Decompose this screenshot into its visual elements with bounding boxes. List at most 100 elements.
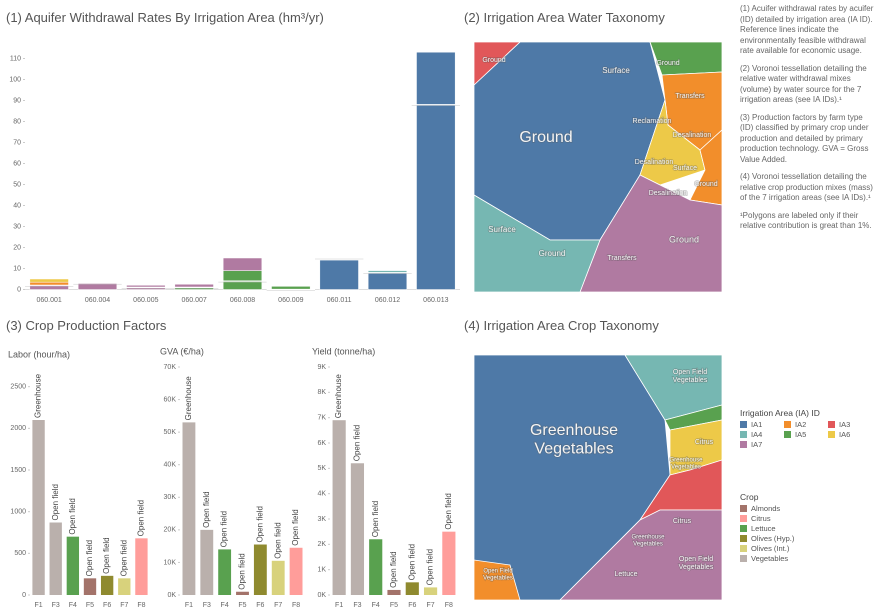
voronoi-label: Citrus — [673, 518, 692, 525]
bar-label: Open field — [389, 551, 398, 587]
legend-label: Vegetables — [751, 554, 789, 563]
note: (4) Voronoi tessellation detailing the r… — [740, 172, 873, 202]
bar-label: Open field — [255, 506, 264, 542]
bar-label: Open field — [202, 491, 211, 527]
bar — [200, 529, 214, 595]
legend-title: Irrigation Area (IA) ID — [740, 408, 820, 418]
legend-swatch — [828, 421, 835, 428]
legend-item: IA1 — [740, 420, 784, 430]
legend-title: Crop — [740, 492, 759, 502]
x-tick-label: F8 — [292, 602, 300, 609]
bar — [49, 522, 62, 595]
x-tick-label: F1 — [185, 602, 193, 609]
y-tick-label: 40 — [13, 202, 21, 209]
voronoi-label: Desalination — [673, 132, 712, 139]
bar-segment — [319, 259, 359, 290]
y-tick-label: 2500 — [10, 384, 26, 391]
legend-item: Almonds — [740, 504, 860, 514]
legend-item: IA4 — [740, 430, 784, 440]
voronoi-label: Greenhouse Vegetables — [530, 422, 618, 457]
bar — [218, 549, 232, 595]
y-tick-label: 30 — [13, 223, 21, 230]
y-tick-label: 9K — [317, 364, 326, 371]
y-tick-label: 1500 — [10, 467, 26, 474]
y-tick-label: 2000 — [10, 425, 26, 432]
notes: (1) Acuifer withdrawal rates by acuifer … — [740, 4, 874, 239]
legend-item: Citrus — [740, 514, 860, 524]
bar — [135, 538, 148, 595]
y-tick-label: 3K — [317, 516, 326, 523]
bar-label: Greenhouse — [184, 376, 193, 421]
x-tick-label: F3 — [353, 602, 361, 609]
x-tick-label: 060.008 — [230, 297, 255, 304]
bar — [32, 420, 45, 595]
x-tick-label: F5 — [390, 602, 398, 609]
y-tick-label: 20K — [164, 527, 177, 534]
legend-item: Lettuce — [740, 524, 860, 534]
bar-segment — [29, 285, 69, 290]
bar-label: Open field — [426, 549, 435, 585]
legend-label: Olives (Hyp.) — [751, 534, 795, 543]
legend: Irrigation Area (IA) ID IA1 IA2 IA3 IA4 IA5 IA… — [740, 408, 874, 450]
x-tick-label: F1 — [335, 602, 343, 609]
x-tick-label: 060.012 — [375, 297, 400, 304]
legend-item: Vegetables — [740, 554, 860, 564]
legend-label: IA6 — [839, 430, 851, 439]
y-tick-label: 1000 — [10, 509, 26, 516]
bar-segment — [416, 51, 456, 290]
bar-label: Open field — [220, 511, 229, 547]
x-tick-label: F6 — [256, 602, 264, 609]
legend-label: Olives (Int.) — [751, 544, 790, 553]
legend-item: IA7 — [740, 440, 784, 450]
y-tick-label: 4K — [317, 491, 326, 498]
bar-label: Open field — [238, 553, 247, 589]
voronoi-label: Ground — [694, 181, 717, 188]
legend: Crop AlmondsCitrusLettuceOlives (Hyp.)Oli… — [740, 492, 874, 564]
legend-swatch — [740, 441, 747, 448]
legend-swatch — [784, 431, 791, 438]
y-tick-label: 30K — [164, 494, 177, 501]
bar — [236, 591, 249, 595]
legend-swatch — [740, 431, 747, 438]
legend-item: Olives (Hyp.) — [740, 534, 860, 544]
y-tick-label: 90 — [13, 97, 21, 104]
y-tick-label: 50 — [13, 181, 21, 188]
legend-swatch — [740, 505, 747, 512]
legend-label: Lettuce — [751, 524, 776, 533]
x-tick-label: F6 — [103, 602, 111, 609]
y-tick-label: 60K — [164, 396, 177, 403]
bar-label: Greenhouse — [34, 373, 43, 418]
panel-title: (4) Irrigation Area Crop Taxonomy — [464, 318, 659, 333]
legend-label: Almonds — [751, 504, 781, 513]
crop-voronoi — [473, 354, 723, 601]
legend-label: IA7 — [751, 440, 763, 449]
legend-label: IA1 — [751, 420, 763, 429]
voronoi-label: Reclamation — [633, 118, 672, 125]
voronoi-label: Transfers — [675, 93, 705, 100]
x-tick-label: 060.007 — [182, 297, 207, 304]
bar — [100, 575, 114, 595]
bar — [405, 582, 419, 595]
note: ¹Polygons are labeled only if their rela… — [740, 210, 872, 231]
bar-label: Open field — [85, 540, 94, 576]
bar-label: Greenhouse — [334, 374, 343, 419]
x-tick-label: 060.009 — [278, 297, 303, 304]
y-tick-label: 0 — [22, 592, 26, 599]
chart-subtitle: GVA (€/ha) — [160, 346, 204, 356]
legend-item: IA2 — [784, 420, 828, 430]
legend-swatch — [740, 515, 747, 522]
bar-label: Open field — [68, 498, 77, 534]
x-tick-label: 060.011 — [327, 297, 352, 304]
voronoi-label: Ground — [519, 129, 572, 146]
y-tick-label: 80 — [13, 118, 21, 125]
legend-swatch — [740, 535, 747, 542]
y-tick-label: 60 — [13, 160, 21, 167]
x-tick-label: F8 — [137, 602, 145, 609]
bar — [66, 536, 80, 595]
legend-item: IA6 — [828, 430, 872, 440]
y-tick-label: 70 — [13, 139, 21, 146]
x-tick-label: F5 — [238, 602, 246, 609]
legend-swatch — [740, 421, 747, 428]
y-tick-label: 0 — [17, 286, 21, 293]
